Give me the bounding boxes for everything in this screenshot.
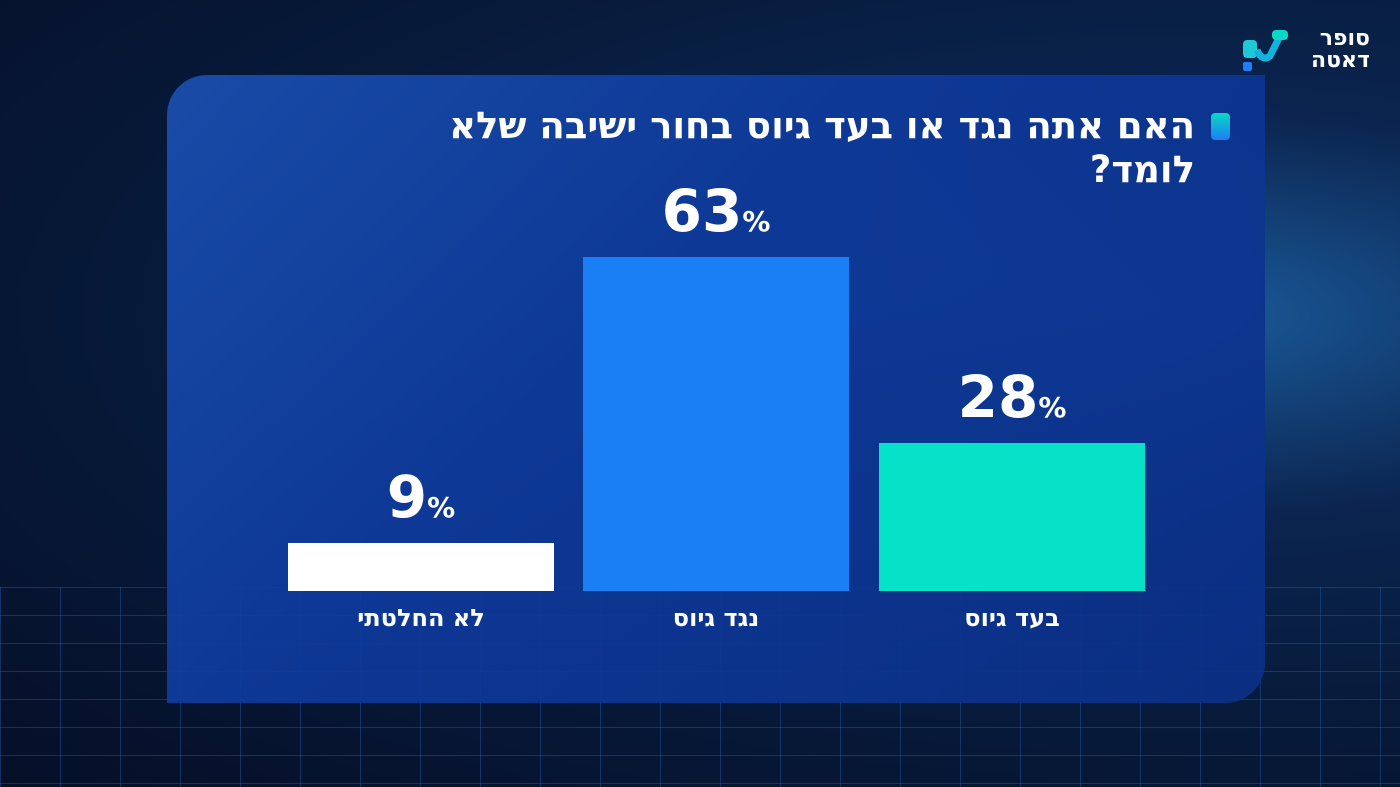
data-label: 9% (386, 463, 456, 532)
bar (583, 257, 849, 591)
logo-line1: סופר (1319, 26, 1370, 51)
category-label: בעד גיוס (964, 604, 1060, 632)
bar (879, 442, 1145, 591)
bar (288, 543, 554, 591)
title-marker-icon (1211, 113, 1230, 140)
category-label: נגד גיוס (672, 604, 760, 632)
data-label: 63% (661, 177, 771, 246)
logo: סופר דאטה (1240, 26, 1370, 76)
data-label: 28% (957, 362, 1067, 431)
category-label: לא החלטתי (357, 604, 485, 632)
logo-line2: דאטה (1310, 48, 1370, 73)
logo-icon (1243, 30, 1288, 71)
chart-title: האם אתה נגד או בעד גיוס בחור ישיבה שלא ל… (449, 104, 1195, 191)
